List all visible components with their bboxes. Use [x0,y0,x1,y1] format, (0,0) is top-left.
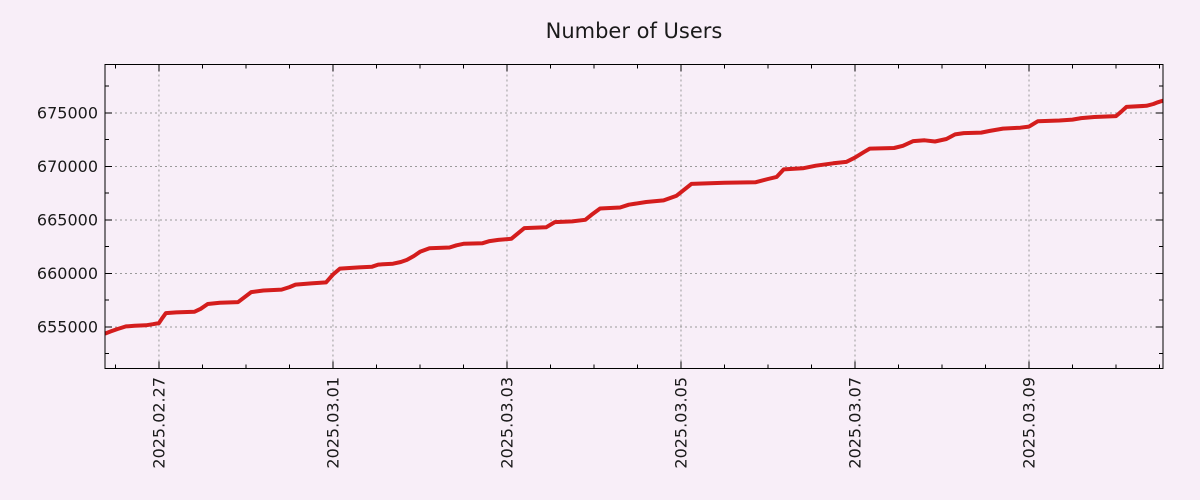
tick-marks [105,64,1163,369]
x-tick-label: 2025.02.27 [149,377,168,469]
chart-title: Number of Users [546,19,723,43]
x-tick-label: 2025.03.07 [845,377,864,469]
data-series [104,98,1164,336]
y-tick-label: 660000 [37,264,98,283]
series-line-users [104,98,1164,336]
y-tick-label: 675000 [37,103,98,122]
x-tick-label: 2025.03.05 [671,377,690,469]
tick-labels: 2025.02.27 2025.03.01 2025.03.03 2025.03.05… [37,103,1039,468]
y-tick-label: 655000 [37,317,98,336]
y-tick-label: 665000 [37,210,98,229]
x-tick-label: 2025.03.01 [323,377,342,469]
plot-border [104,64,1164,369]
y-tick-label: 670000 [37,157,98,176]
x-tick-label: 2025.03.09 [1020,377,1039,469]
x-tick-label: 2025.03.03 [497,377,516,469]
gridlines [105,64,1163,369]
